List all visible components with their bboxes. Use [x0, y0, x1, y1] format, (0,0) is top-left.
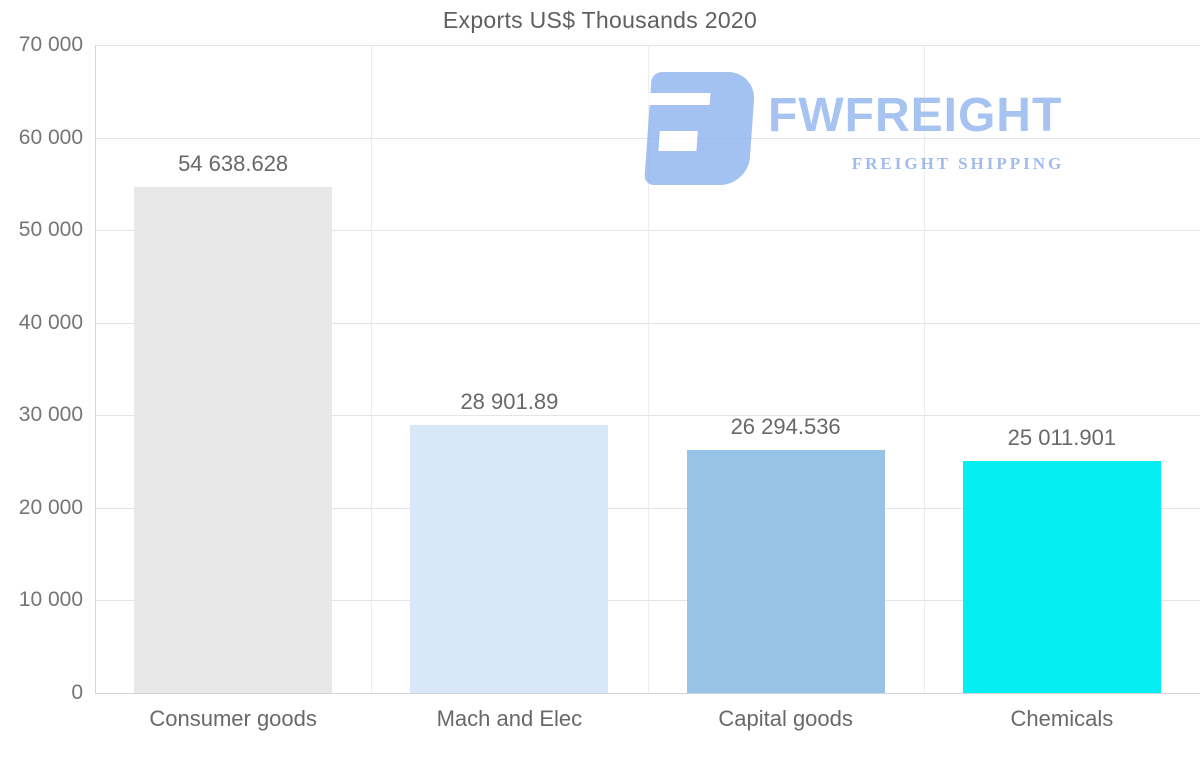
bar-value-label: 54 638.628 [178, 151, 289, 177]
y-axis-line [95, 45, 96, 694]
y-tick-label: 20 000 [18, 495, 83, 519]
gridline [95, 230, 1200, 232]
bar-value-label: 26 294.536 [730, 413, 841, 439]
logo-wordmark: FWFREIGHT [768, 89, 1063, 142]
bar-capital-goods [686, 449, 885, 693]
gridline [95, 415, 1200, 417]
chart-title: Exports US$ Thousands 2020 [442, 7, 758, 33]
y-tick-label: 0 [71, 681, 83, 704]
y-tick-label: 50 000 [18, 218, 83, 242]
logo-icon-notch [658, 131, 698, 151]
bar-consumer-goods [134, 187, 333, 693]
category-label: Consumer goods [149, 706, 317, 731]
watermark-logo: FWFREIGHT FREIGHT SHIPPING [641, 70, 1148, 185]
bar-chemicals [962, 461, 1161, 693]
y-tick-label: 10 000 [18, 588, 83, 612]
y-tick-label: 30 000 [18, 403, 83, 427]
category-label: Chemicals [1010, 706, 1114, 731]
logo-icon-base [644, 72, 756, 185]
bar-value-label: 25 011.901 [1007, 425, 1117, 451]
y-tick-label: 40 000 [18, 310, 83, 334]
gridline-vertical [924, 45, 925, 693]
gridline [95, 507, 1200, 509]
gridline-vertical [648, 45, 649, 693]
logo-tagline: FREIGHT SHIPPING [851, 154, 1065, 173]
y-tick-label: 70 000 [18, 33, 83, 56]
category-label: Mach and Elec [436, 706, 583, 731]
fwfreight-logo-icon [641, 72, 756, 185]
gridline-vertical [371, 45, 372, 693]
gridline [95, 322, 1200, 324]
gridline [95, 600, 1200, 602]
gridline [95, 45, 1200, 46]
bar-mach-and-elec [410, 425, 609, 693]
logo-icon-notch [641, 93, 711, 105]
category-label: Capital goods [718, 706, 853, 731]
y-tick-label: 60 000 [18, 125, 83, 149]
x-axis-line [95, 693, 1200, 694]
bar-value-label: 28 901.89 [460, 389, 559, 415]
